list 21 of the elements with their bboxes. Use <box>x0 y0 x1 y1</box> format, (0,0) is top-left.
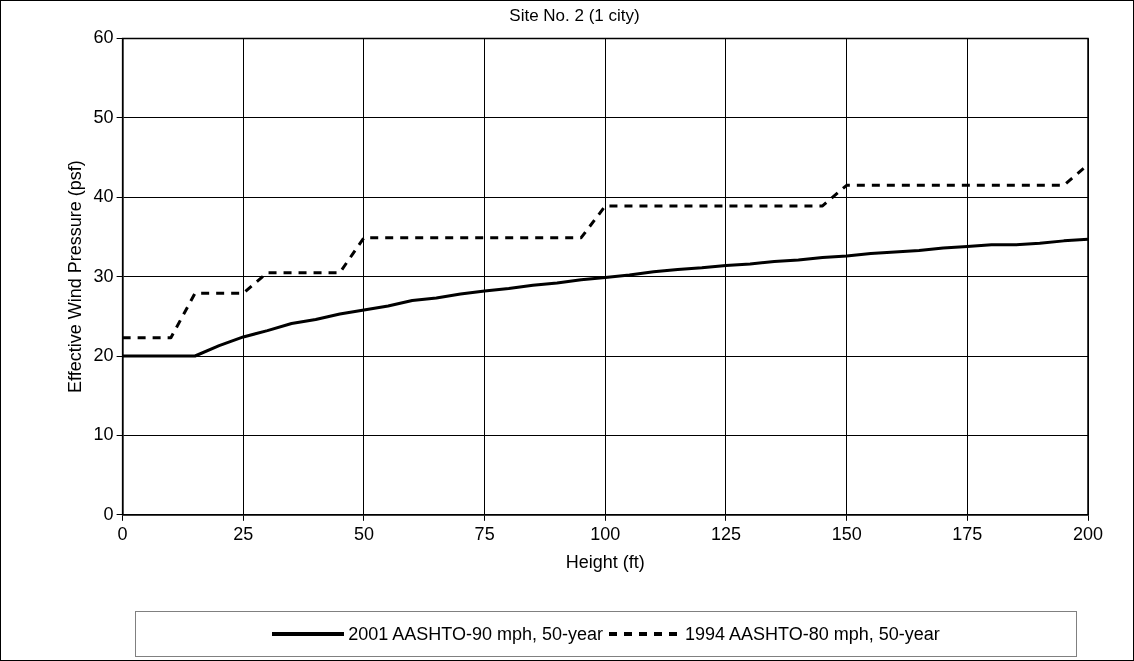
x-tick-label: 25 <box>233 523 254 544</box>
y-tick-label: 40 <box>93 186 114 207</box>
y-tick-label: 60 <box>93 27 114 48</box>
y-axis-title: Effective Wind Pressure (psf) <box>64 160 85 393</box>
chart-title: Site No. 2 (1 city) <box>509 5 640 25</box>
y-tick-label: 20 <box>93 344 114 365</box>
x-tick-label: 0 <box>117 523 128 544</box>
y-tick-label: 50 <box>93 106 114 127</box>
x-tick-label: 150 <box>831 523 862 544</box>
x-tick-label: 50 <box>353 523 374 544</box>
x-tick-label: 175 <box>952 523 983 544</box>
y-tick-label: 30 <box>93 265 114 286</box>
legend-label: 2001 AASHTO-90 mph, 50-year <box>348 623 603 645</box>
x-tick-label: 100 <box>590 523 621 544</box>
x-tick-label: 75 <box>474 523 495 544</box>
x-axis-title: Height (ft) <box>565 552 645 573</box>
legend-label: 1994 AASHTO-80 mph, 50-year <box>685 623 940 645</box>
y-tick-label: 10 <box>93 424 114 445</box>
y-tick-label: 0 <box>103 503 114 524</box>
x-tick-label: 200 <box>1072 523 1104 544</box>
x-tick-label: 125 <box>710 523 742 544</box>
